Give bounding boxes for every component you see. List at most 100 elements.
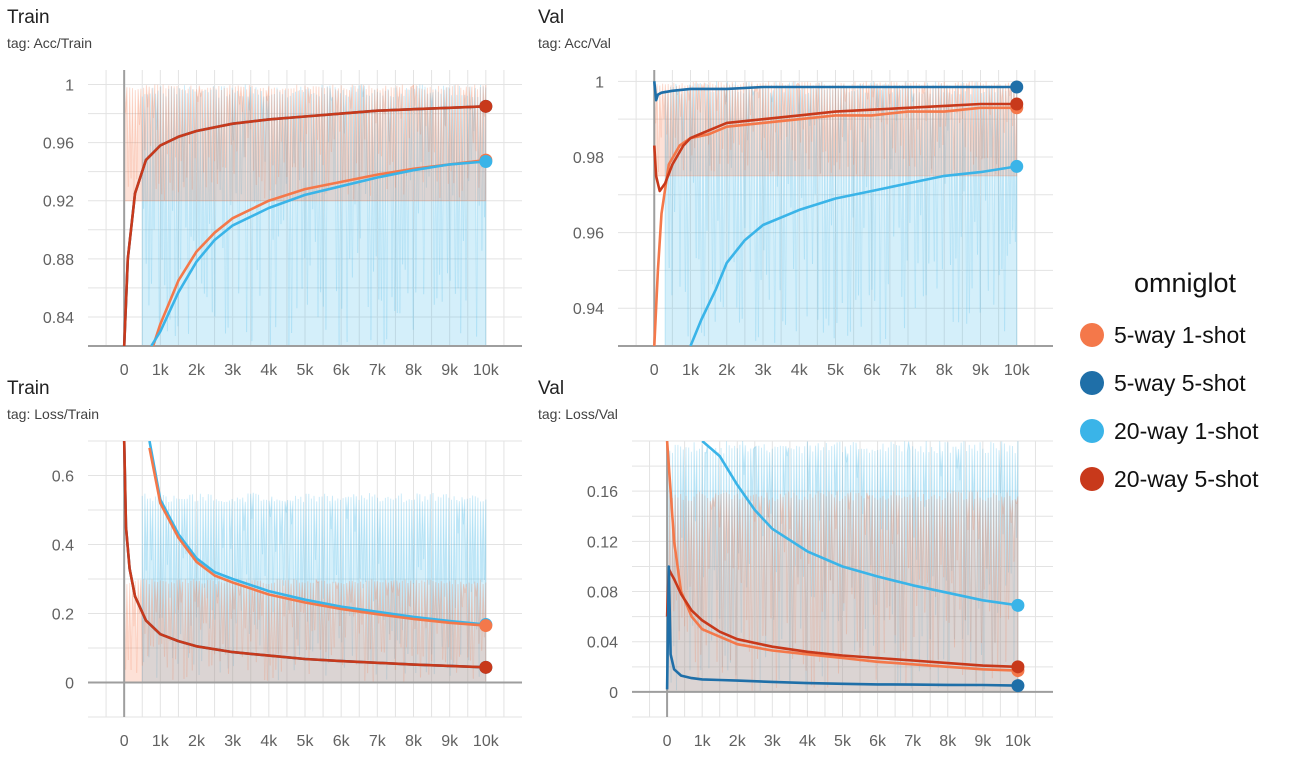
legend-item-20-way-5-shot: 20-way 5-shot	[1080, 455, 1290, 503]
legend-item-20-way-1-shot: 20-way 1-shot	[1080, 407, 1290, 455]
x-tick-label: 3k	[224, 362, 242, 379]
series-line-20-way-1-shot	[148, 441, 486, 626]
x-tick-label: 8k	[939, 733, 957, 750]
series-end-point-20-way-1-shot	[1011, 598, 1025, 612]
series-line-20-way-5-shot	[122, 441, 486, 669]
x-tick-label: 6k	[333, 362, 351, 379]
series-end-point-5-way-5-shot	[1010, 80, 1024, 94]
x-tick-label: 2k	[729, 733, 747, 750]
noise-band	[123, 579, 487, 683]
series-line-5-way-1-shot	[151, 158, 486, 346]
series-end-point-20-way-5-shot	[479, 99, 493, 113]
x-tick-label: 3k	[224, 733, 242, 750]
x-tick-label: 4k	[791, 362, 809, 379]
y-tick-label: 0.96	[573, 226, 604, 243]
x-tick-label: 5k	[297, 733, 315, 750]
x-tick-label: 3k	[755, 362, 773, 379]
y-tick-label: 1	[595, 74, 604, 91]
x-tick-label: 4k	[799, 733, 817, 750]
y-tick-label: 0.96	[43, 136, 74, 153]
legend-swatch	[1080, 419, 1104, 443]
y-tick-label: 0.04	[587, 635, 618, 652]
y-tick-label: 0.16	[587, 484, 618, 501]
x-tick-label: 4k	[260, 733, 278, 750]
x-tick-label: 2k	[718, 362, 736, 379]
x-tick-label: 7k	[369, 362, 387, 379]
x-tick-label: 0	[120, 362, 129, 379]
x-tick-label: 1k	[694, 733, 712, 750]
x-tick-label: 10k	[473, 733, 500, 750]
series-line-5-way-1-shot	[148, 447, 486, 627]
y-tick-label: 0.88	[43, 252, 74, 269]
legend: omniglot 5-way 1-shot 5-way 5-shot 20-wa…	[1080, 268, 1290, 503]
x-tick-label: 1k	[152, 362, 170, 379]
x-tick-label: 10k	[473, 362, 500, 379]
x-tick-label: 3k	[764, 733, 782, 750]
series-end-point-5-way-5-shot	[1011, 679, 1025, 693]
series-end-point-5-way-1-shot	[479, 619, 493, 633]
y-tick-label: 0.2	[52, 607, 74, 624]
x-tick-label: 2k	[188, 362, 206, 379]
series-line-5-way-1-shot	[665, 441, 1018, 672]
y-tick-label: 0	[65, 676, 74, 693]
x-tick-label: 6k	[869, 733, 887, 750]
x-tick-label: 9k	[441, 362, 459, 379]
x-tick-label: 7k	[369, 733, 387, 750]
x-tick-label: 1k	[682, 362, 700, 379]
chart-title-loss-val: Val	[538, 378, 565, 399]
legend-item-5-way-1-shot: 5-way 1-shot	[1080, 311, 1290, 359]
chart-tag-acc-train: tag: Acc/Train	[7, 35, 93, 51]
series-end-point-20-way-1-shot	[1010, 159, 1024, 173]
x-tick-label: 7k	[904, 733, 922, 750]
x-tick-label: 9k	[974, 733, 992, 750]
legend-swatch	[1080, 467, 1104, 491]
x-tick-label: 10k	[1004, 362, 1031, 379]
x-tick-label: 5k	[834, 733, 852, 750]
x-tick-label: 0	[663, 733, 672, 750]
y-tick-label: 0.94	[573, 301, 604, 318]
y-tick-label: 1	[65, 78, 74, 95]
x-tick-label: 4k	[260, 362, 278, 379]
series-line-20-way-1-shot	[689, 165, 1018, 346]
noise-band	[141, 84, 487, 346]
y-tick-label: 0.84	[43, 310, 74, 327]
x-tick-label: 7k	[900, 362, 918, 379]
x-tick-label: 8k	[936, 362, 954, 379]
series-line-20-way-5-shot	[665, 567, 1018, 669]
legend-label: 20-way 5-shot	[1114, 465, 1259, 492]
series-line-20-way-5-shot	[653, 102, 1017, 193]
chart-tag-acc-val: tag: Acc/Val	[538, 35, 611, 51]
chart-title-loss-train: Train	[7, 378, 50, 399]
y-tick-label: 0.6	[52, 469, 74, 486]
series-end-point-20-way-5-shot	[1010, 97, 1024, 111]
y-tick-label: 0.92	[43, 194, 74, 211]
series-end-point-20-way-1-shot	[479, 155, 493, 169]
y-tick-label: 0	[609, 685, 618, 702]
y-tick-label: 0.08	[587, 585, 618, 602]
series-line-20-way-5-shot	[122, 105, 486, 346]
chart-title-acc-val: Val	[538, 7, 565, 28]
x-tick-label: 0	[650, 362, 659, 379]
x-tick-label: 9k	[972, 362, 990, 379]
legend-label: 20-way 1-shot	[1114, 417, 1259, 444]
y-tick-label: 0.4	[52, 538, 74, 555]
legend-label: 5-way 5-shot	[1114, 369, 1246, 396]
noise-band	[141, 492, 487, 683]
legend-item-5-way-5-shot: 5-way 5-shot	[1080, 359, 1290, 407]
chart-tag-loss-val: tag: Loss/Val	[538, 406, 618, 422]
y-tick-label: 0.12	[587, 534, 618, 551]
x-tick-label: 10k	[1005, 733, 1032, 750]
x-tick-label: 9k	[441, 733, 459, 750]
y-tick-label: 0.98	[573, 150, 604, 167]
x-tick-label: 8k	[405, 362, 423, 379]
chart-tag-loss-train: tag: Loss/Train	[7, 406, 100, 422]
legend-swatch	[1080, 323, 1104, 347]
x-tick-label: 6k	[863, 362, 881, 379]
x-tick-label: 2k	[188, 733, 206, 750]
series-line-20-way-1-shot	[150, 160, 486, 346]
x-tick-label: 5k	[827, 362, 845, 379]
legend-title: omniglot	[1133, 268, 1237, 298]
x-tick-label: 5k	[297, 362, 315, 379]
x-tick-label: 0	[120, 733, 129, 750]
